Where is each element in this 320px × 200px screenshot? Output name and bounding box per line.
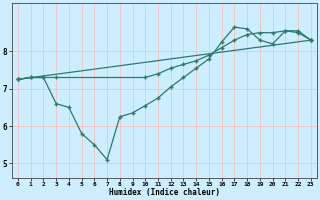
X-axis label: Humidex (Indice chaleur): Humidex (Indice chaleur) xyxy=(109,188,220,197)
